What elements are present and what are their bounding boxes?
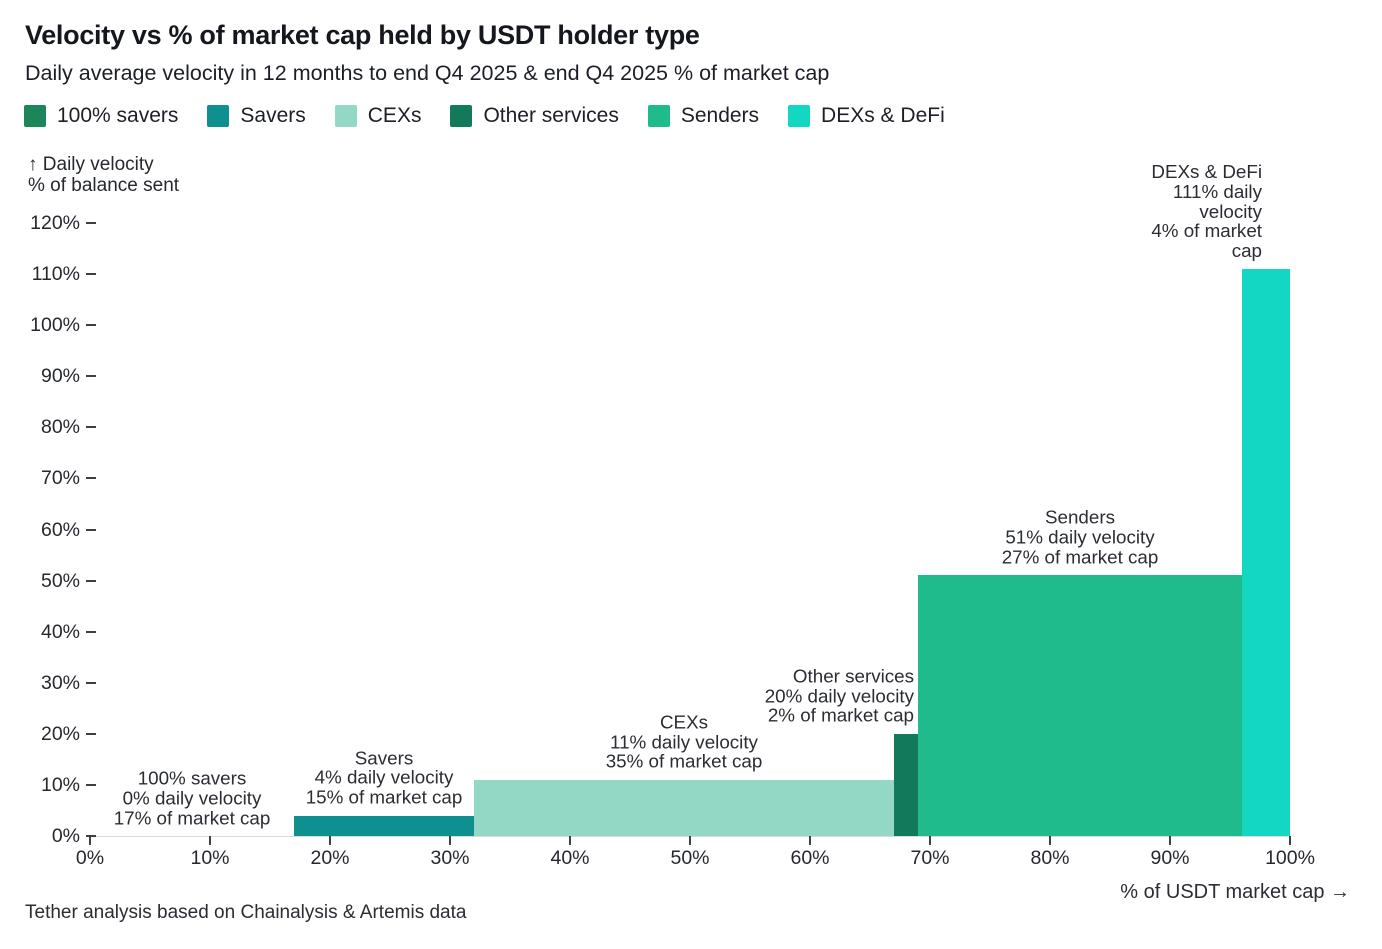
x-tick-mark: [89, 836, 91, 845]
legend-label: CEXs: [367, 104, 422, 127]
legend-label: Savers: [240, 104, 306, 127]
y-tick-mark: [86, 273, 96, 276]
y-tick-label: 70%: [40, 467, 80, 490]
x-tick-label: 90%: [1150, 847, 1190, 869]
y-tick-label: 120%: [30, 212, 80, 234]
y-tick-label: 10%: [40, 773, 80, 796]
x-tick-label: 40%: [550, 847, 590, 869]
annotation-dexs-defi: DEXs & DeFi 111% daily velocity 4% of ma…: [1151, 160, 1262, 262]
y-tick-label: 50%: [40, 569, 80, 592]
x-tick-mark: [1289, 836, 1291, 845]
bar-other-services: [894, 733, 918, 836]
bar-dexs-defi: [1242, 268, 1290, 836]
bar-senders: [918, 575, 1242, 836]
x-tick-mark: [449, 836, 451, 845]
legend-item-dexs-defi: DEXs & DeFi: [788, 104, 945, 128]
x-tick-mark: [1049, 836, 1051, 845]
y-tick-mark: [86, 375, 96, 378]
y-tick-label: 80%: [40, 416, 80, 439]
legend-swatch-senders: [647, 105, 670, 127]
y-tick-mark: [86, 783, 96, 786]
y-tick-mark: [86, 477, 96, 480]
annotation-100-savers: 100% savers 0% daily velocity 17% of mar…: [113, 767, 271, 829]
annotation-cexs: CEXs 11% daily velocity 35% of market ca…: [605, 711, 763, 772]
legend-label: DEXs & DeFi: [821, 104, 945, 127]
y-tick-mark: [86, 835, 96, 837]
y-tick-mark: [86, 579, 96, 582]
legend-item-savers: Savers: [207, 104, 306, 128]
x-tick-mark: [1169, 836, 1171, 845]
y-tick-mark: [86, 426, 96, 429]
legend-label: Senders: [680, 104, 760, 127]
legend-item-cexs: CEXs: [334, 104, 422, 128]
legend-label: Other services: [483, 104, 619, 127]
x-tick-label: 80%: [1030, 847, 1070, 869]
x-axis-title: % of USDT market cap →: [1120, 881, 1350, 903]
legend-swatch-cexs: [334, 105, 357, 127]
x-tick-label: 20%: [310, 847, 350, 869]
legend-swatch-100-savers: [24, 105, 46, 127]
legend-item-senders: Senders: [647, 104, 760, 128]
y-tick-mark: [86, 222, 96, 224]
legend-item-other-services: Other services: [450, 104, 619, 128]
y-tick-label: 0%: [51, 825, 80, 847]
y-tick-label: 40%: [40, 620, 80, 643]
legend-swatch-savers: [207, 105, 230, 127]
legend-item-100-savers: 100% savers: [24, 104, 178, 128]
x-tick-mark: [209, 836, 211, 845]
bar-cexs: [474, 779, 894, 836]
x-tick-label: 50%: [670, 847, 710, 869]
y-tick-mark: [86, 324, 96, 327]
bar-savers: [294, 815, 474, 836]
annotation-savers: Savers 4% daily velocity 15% of market c…: [305, 747, 463, 808]
chart-subtitle: Daily average velocity in 12 months to e…: [25, 61, 830, 85]
y-tick-label: 100%: [30, 314, 80, 337]
x-tick-label: 30%: [430, 847, 470, 869]
y-tick-label: 30%: [40, 671, 80, 694]
legend-label: 100% savers: [57, 104, 179, 127]
x-tick-label: 0%: [75, 847, 105, 869]
x-tick-mark: [329, 836, 331, 845]
x-tick-label: 70%: [910, 847, 950, 869]
y-tick-mark: [86, 528, 96, 531]
y-tick-mark: [86, 681, 96, 684]
y-tick-label: 60%: [40, 518, 80, 541]
legend-swatch-other-services: [450, 105, 473, 127]
annotation-senders: Senders 51% daily velocity 27% of market…: [1001, 507, 1159, 568]
legend-swatch-dexs-defi: [788, 105, 811, 127]
y-tick-label: 110%: [31, 263, 80, 286]
y-tick-mark: [86, 630, 96, 633]
page-title: Velocity vs % of market cap held by USDT…: [25, 20, 700, 50]
y-axis-title: ↑ Daily velocity % of balance sent: [28, 154, 180, 196]
y-tick-label: 90%: [40, 365, 80, 388]
y-tick-label: 20%: [40, 722, 80, 745]
chart-legend: 100% savers Savers CEXs Other services Sende…: [24, 104, 945, 128]
x-tick-mark: [929, 836, 931, 845]
x-tick-mark: [569, 836, 571, 845]
x-tick-mark: [689, 836, 691, 845]
annotation-other-services: Other services 20% daily velocity 2% of …: [764, 665, 914, 727]
y-tick-mark: [86, 732, 96, 735]
x-tick-label: 100%: [1265, 847, 1315, 869]
source-note: Tether analysis based on Chainalysis & A…: [25, 902, 467, 923]
x-tick-mark: [809, 836, 811, 845]
x-tick-label: 10%: [190, 847, 230, 869]
x-tick-label: 60%: [790, 847, 830, 869]
